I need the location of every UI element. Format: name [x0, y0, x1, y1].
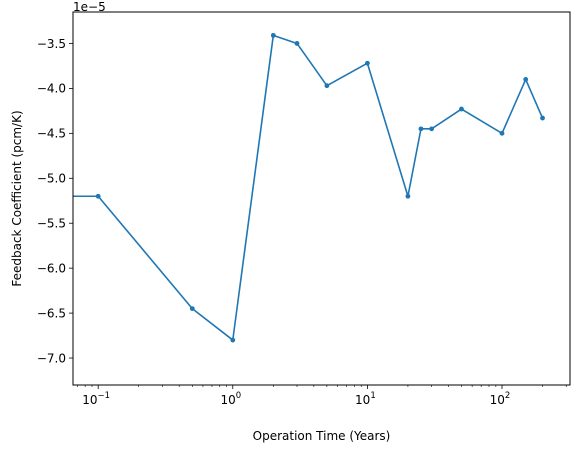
y-axis-label: Feedback Coefficient (pcm/K): [10, 110, 24, 286]
data-point: [523, 77, 529, 82]
data-point: [459, 106, 464, 112]
y-tick-label: −6.0: [37, 261, 66, 275]
data-point: [189, 306, 195, 312]
data-point: [294, 41, 300, 46]
data-series: [73, 32, 545, 343]
axis-ticks: −3.5 −4.0 −4.5 −5.0 −5.5 −6.0 −6.5 −7.0 10−1 100 1…: [37, 37, 567, 407]
y-tick-label: −7.0: [37, 351, 66, 365]
x-tick-label: 10−1: [82, 391, 110, 407]
data-point: [364, 60, 370, 66]
data-point: [230, 337, 236, 343]
data-point: [405, 193, 411, 199]
y-tick-label: −3.5: [37, 37, 66, 51]
data-point: [418, 126, 424, 132]
x-tick-label: 100: [220, 391, 241, 407]
x-tick-label: 101: [355, 391, 376, 407]
plot-frame: [72, 11, 571, 386]
x-tick-label: 102: [490, 391, 511, 407]
y-tick-label: −5.0: [37, 172, 66, 186]
data-point: [540, 115, 545, 121]
y-tick-label: −4.5: [37, 127, 66, 141]
y-tick-label: −6.5: [37, 306, 66, 320]
data-point: [95, 193, 101, 199]
data-point: [324, 83, 330, 89]
y-offset-label: 1e−5: [73, 0, 106, 14]
y-tick-label: −4.0: [37, 82, 66, 96]
data-point: [429, 126, 435, 132]
y-tick-label: −5.5: [37, 217, 66, 231]
data-point: [499, 130, 505, 136]
data-point: [270, 32, 276, 38]
series-line: [73, 34, 544, 341]
x-axis-label: Operation Time (Years): [253, 429, 391, 443]
